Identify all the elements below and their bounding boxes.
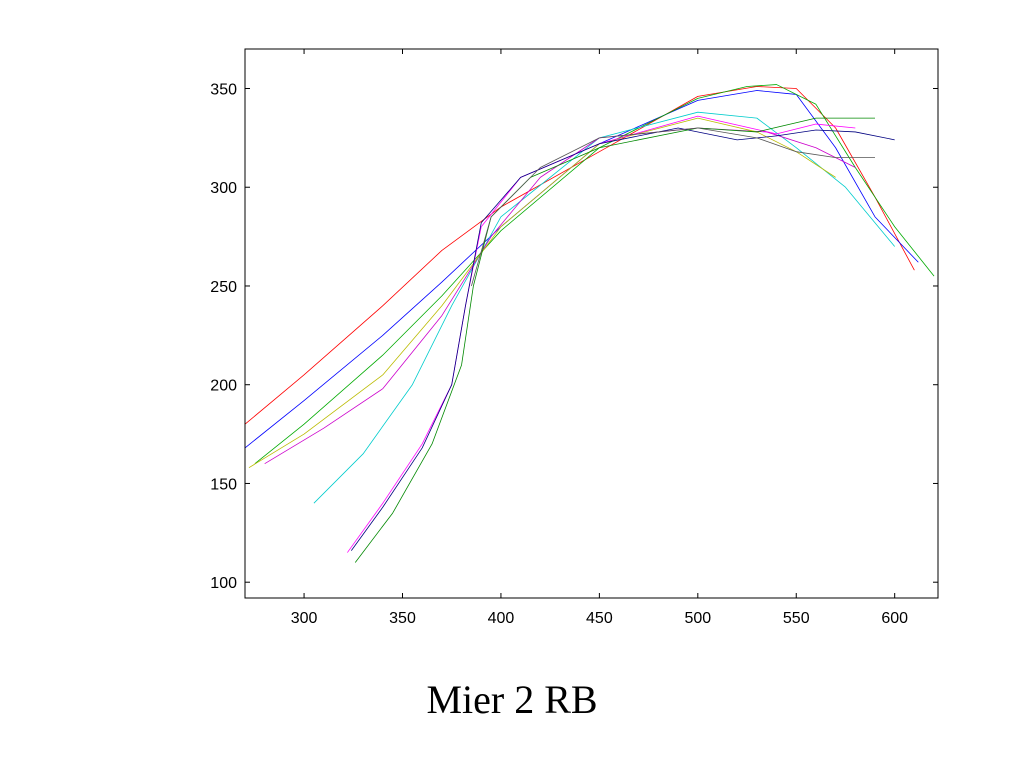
- line-chart: 300 350 400 450 500 550 600 100 150 200 250 300 350: [210, 48, 939, 627]
- series-line-10: [471, 127, 875, 287]
- x-tick-label: 400: [488, 610, 515, 627]
- x-tick-label: 350: [389, 610, 416, 627]
- y-tick-label: 150: [210, 476, 237, 493]
- y-tick-label: 250: [210, 279, 237, 296]
- series-line-4: [313, 111, 895, 504]
- x-tick-label: 600: [881, 610, 908, 627]
- x-tick-label: 300: [291, 610, 318, 627]
- y-tick-label: 350: [210, 81, 237, 98]
- series-line-5: [264, 127, 856, 465]
- series-line-8: [350, 127, 895, 551]
- slide-caption: Mier 2 RB: [426, 677, 598, 722]
- y-tick-label: 300: [210, 180, 237, 197]
- series-line-1: [244, 86, 915, 425]
- y-tick-label: 200: [210, 378, 237, 395]
- y-tick-label: 100: [210, 575, 237, 592]
- series-line-6: [248, 117, 836, 469]
- axis-ticks: 300 350 400 450 500 550 600 100 150 200 250 300 350: [210, 49, 938, 627]
- x-tick-label: 500: [684, 610, 711, 627]
- axes-box: [244, 48, 939, 599]
- series-line-2: [244, 90, 919, 449]
- x-tick-label: 450: [586, 610, 613, 627]
- series-line-7: [347, 115, 856, 553]
- series-line-9: [354, 117, 875, 563]
- x-tick-label: 550: [783, 610, 810, 627]
- plot-lines: [244, 84, 935, 563]
